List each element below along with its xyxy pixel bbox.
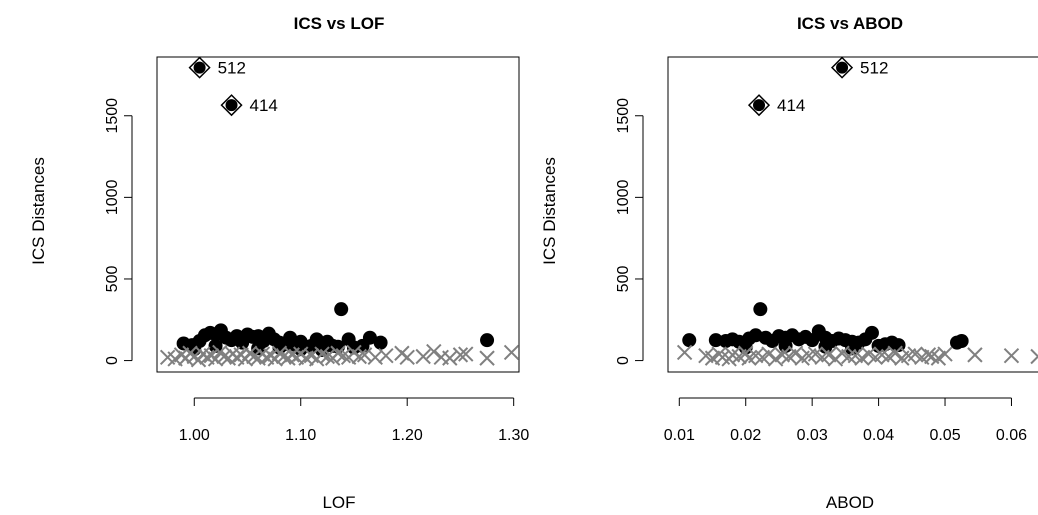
x-tick-label: 1.10 — [285, 427, 316, 444]
data-point-cross — [1003, 347, 1020, 364]
data-point-circle — [708, 333, 723, 348]
x-ticks: 0.01 0.02 0.03 0.04 0.05 0.06 — [664, 398, 1027, 444]
data-point-cross — [458, 346, 474, 362]
y-tick-label: 500 — [615, 266, 632, 293]
data-point-cross — [887, 345, 903, 361]
data-point-cross — [216, 348, 232, 365]
x-tick-label: 1.00 — [179, 427, 210, 444]
data-points — [159, 57, 519, 368]
y-tick-label: 1000 — [615, 179, 632, 215]
x-tick-label: 1.30 — [498, 427, 529, 444]
x-ticks: 1.00 1.10 1.20 1.30 — [179, 398, 529, 444]
data-point-circle — [682, 333, 697, 348]
data-point-circle — [362, 330, 377, 345]
data-point-cross — [452, 347, 469, 363]
x-tick-label: 0.04 — [863, 427, 894, 444]
x-axis-label: LOF — [322, 493, 355, 512]
y-axis-label: ICS Distances — [540, 157, 559, 265]
plot-frame — [667, 56, 1038, 373]
x-axis-label: ABOD — [826, 493, 874, 512]
data-point-diamond — [188, 57, 211, 79]
chart-title: ICS vs ABOD — [797, 14, 903, 33]
data-point-cross — [415, 348, 431, 365]
data-point-cross — [330, 345, 346, 361]
data-point-cross — [399, 349, 415, 366]
data-point-diamond — [220, 94, 243, 117]
plot-frame — [156, 56, 520, 373]
data-point-cross — [920, 347, 937, 363]
x-tick-label: 1.20 — [392, 427, 423, 444]
y-tick-label: 0 — [104, 356, 121, 365]
y-axis-label: ICS Distances — [29, 157, 48, 265]
data-point-cross — [503, 344, 519, 361]
data-point-circle — [293, 342, 308, 357]
data-point-diamond — [747, 94, 771, 117]
data-point-circle — [954, 333, 969, 348]
chart-ics-vs-lof: ICS vs LOF ICS Distances LOF 1.00 1.10 1.2… — [29, 14, 529, 512]
data-point-cross — [761, 346, 777, 362]
data-point-cross — [207, 351, 224, 367]
data-point-circle — [334, 302, 349, 317]
data-point-cross — [378, 347, 394, 364]
y-tick-label: 1000 — [104, 179, 121, 215]
y-tick-label: 1500 — [615, 98, 632, 134]
chart-ics-vs-abod: ICS vs ABOD ICS Distances ABOD 0.01 0.02 0… — [540, 14, 1038, 512]
data-point-cross — [314, 346, 330, 362]
data-point-circle — [373, 335, 388, 350]
data-point-cross — [246, 348, 262, 365]
data-point-cross — [351, 348, 368, 365]
point-label: 414 — [250, 96, 278, 115]
data-point-cross — [319, 348, 336, 365]
data-point-cross — [937, 346, 953, 362]
data-point-cross — [442, 350, 458, 366]
x-tick-label: 0.02 — [730, 427, 761, 444]
data-point-cross — [676, 344, 693, 361]
x-tick-label: 0.03 — [797, 427, 828, 444]
data-points — [676, 57, 1038, 367]
data-point-circle — [480, 333, 495, 348]
y-ticks: 0 500 1000 1500 — [615, 98, 643, 365]
data-point-cross — [967, 347, 983, 363]
data-point-cross — [1030, 348, 1038, 365]
data-point-circle — [753, 302, 768, 317]
point-label: 512 — [860, 59, 888, 78]
data-point-cross — [335, 347, 352, 364]
chart-title: ICS vs LOF — [294, 14, 385, 33]
x-tick-label: 0.01 — [664, 427, 695, 444]
y-tick-label: 0 — [615, 356, 632, 365]
y-ticks: 0 500 1000 1500 — [104, 98, 132, 365]
y-tick-label: 1500 — [104, 98, 121, 134]
point-label: 512 — [218, 59, 246, 78]
data-point-cross — [426, 343, 442, 360]
data-point-circle — [208, 338, 223, 353]
data-point-cross — [840, 348, 857, 365]
y-tick-label: 500 — [104, 266, 121, 293]
data-point-diamond — [830, 57, 854, 79]
data-point-circle — [864, 325, 879, 340]
data-point-cross — [479, 350, 495, 366]
data-point-cross — [787, 345, 804, 361]
x-tick-label: 0.06 — [996, 427, 1027, 444]
point-label: 414 — [777, 96, 805, 115]
x-tick-label: 0.05 — [929, 427, 960, 444]
